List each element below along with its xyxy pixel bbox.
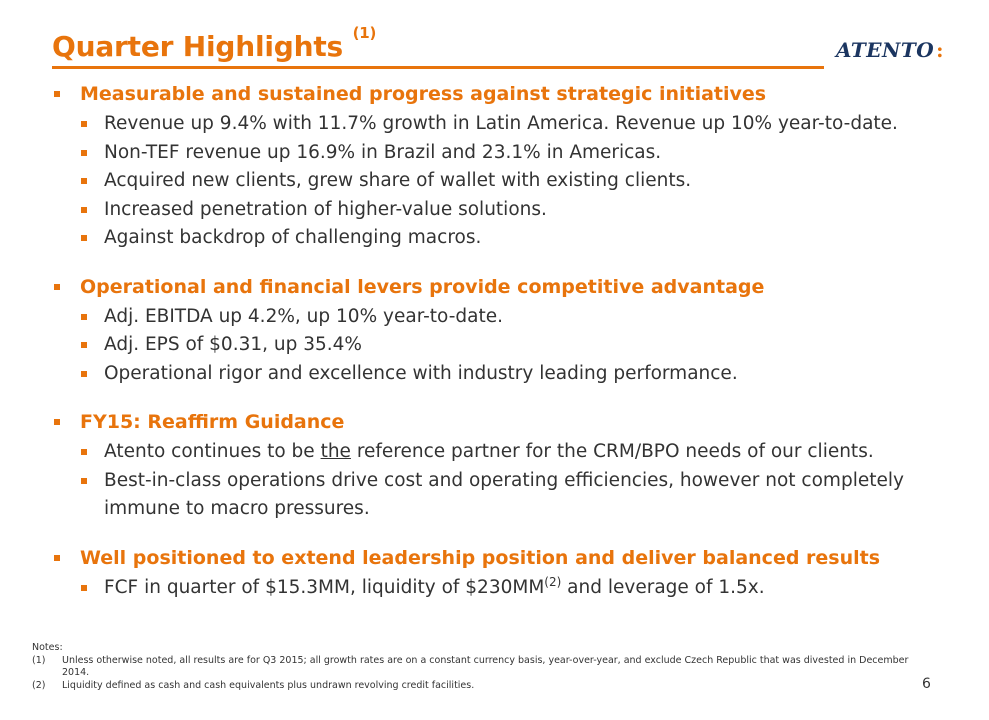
notes-label: Notes: bbox=[32, 642, 63, 653]
highlights-content: Measurable and sustained progress agains… bbox=[52, 80, 952, 622]
footnote-2: (2) Liquidity defined as cash and cash e… bbox=[32, 680, 912, 693]
section-heading-text: Operational and financial levers provide… bbox=[80, 275, 765, 298]
section-heading-text: FY15: Reaffirm Guidance bbox=[80, 411, 345, 433]
square-bullet-icon bbox=[54, 554, 60, 561]
list-item-text: Adj. EBITDA up 4.2%, up 10% year-to-date… bbox=[104, 305, 503, 327]
bullet-list: FCF in quarter of $15.3MM, liquidity of … bbox=[52, 574, 952, 603]
square-bullet-icon bbox=[81, 370, 87, 377]
list-item-text: and leverage of 1.5x. bbox=[561, 576, 765, 598]
square-bullet-icon bbox=[54, 283, 60, 290]
page-title-text: Quarter Highlights bbox=[52, 30, 344, 63]
square-bullet-icon bbox=[81, 235, 87, 241]
footnote-number: (1) bbox=[32, 654, 46, 666]
atento-logo: ATENTO: bbox=[836, 38, 944, 62]
square-bullet-icon bbox=[81, 477, 87, 484]
list-item: Operational rigor and excellence with in… bbox=[52, 360, 952, 389]
list-item: Acquired new clients, grew share of wall… bbox=[52, 167, 952, 196]
footnote-text: Liquidity defined as cash and cash equiv… bbox=[62, 679, 475, 691]
list-item: Adj. EPS of $0.31, up 35.4% bbox=[52, 331, 952, 360]
list-item-text: Adj. EPS of $0.31, up 35.4% bbox=[104, 334, 362, 355]
title-footnote-ref: (1) bbox=[352, 24, 377, 42]
footnote-ref: (2) bbox=[544, 574, 562, 589]
square-bullet-icon bbox=[81, 584, 87, 591]
section-heading-text: Well positioned to extend leadership pos… bbox=[80, 546, 881, 569]
bullet-list: Revenue up 9.4% with 11.7% growth in Lat… bbox=[52, 110, 952, 253]
footnote-text: Unless otherwise noted, all results are … bbox=[62, 654, 909, 679]
list-item: Atento continues to be the reference par… bbox=[52, 438, 952, 467]
list-item-text: Revenue up 9.4% with 11.7% growth in Lat… bbox=[104, 113, 898, 134]
square-bullet-icon bbox=[54, 419, 60, 425]
section-heading: Measurable and sustained progress agains… bbox=[52, 80, 952, 108]
list-item: Revenue up 9.4% with 11.7% growth in Lat… bbox=[52, 110, 952, 139]
section-heading: Operational and financial levers provide… bbox=[52, 273, 952, 301]
list-item-text: Against backdrop of challenging macros. bbox=[104, 227, 482, 248]
section-leadership: Well positioned to extend leadership pos… bbox=[52, 544, 952, 603]
section-competitive-advantage: Operational and financial levers provide… bbox=[52, 273, 952, 389]
list-item-text: Increased penetration of higher-value so… bbox=[104, 198, 547, 220]
list-item-text: Best-in-class operations drive cost and … bbox=[104, 469, 904, 520]
section-heading: FY15: Reaffirm Guidance bbox=[52, 408, 952, 436]
square-bullet-icon bbox=[81, 178, 87, 184]
logo-colon: : bbox=[936, 38, 945, 62]
square-bullet-icon bbox=[81, 149, 87, 156]
square-bullet-icon bbox=[81, 206, 87, 213]
page-title: Quarter Highlights (1) bbox=[52, 26, 376, 64]
list-item: Best-in-class operations drive cost and … bbox=[52, 467, 952, 524]
list-item-text: FCF in quarter of $15.3MM, liquidity of … bbox=[104, 576, 545, 598]
page-number: 6 bbox=[922, 676, 931, 692]
list-item: Increased penetration of higher-value so… bbox=[52, 196, 952, 225]
list-item-text: Operational rigor and excellence with in… bbox=[104, 362, 738, 384]
list-item-text: Non-TEF revenue up 16.9% in Brazil and 2… bbox=[104, 141, 662, 163]
list-item: FCF in quarter of $15.3MM, liquidity of … bbox=[52, 574, 952, 603]
list-item: Against backdrop of challenging macros. bbox=[52, 224, 952, 253]
footnote-number: (2) bbox=[32, 679, 46, 691]
list-item: Non-TEF revenue up 16.9% in Brazil and 2… bbox=[52, 139, 952, 168]
square-bullet-icon bbox=[81, 342, 87, 348]
square-bullet-icon bbox=[81, 121, 87, 127]
bullet-list: Atento continues to be the reference par… bbox=[52, 438, 952, 524]
section-heading: Well positioned to extend leadership pos… bbox=[52, 544, 952, 572]
section-strategic-progress: Measurable and sustained progress agains… bbox=[52, 80, 952, 253]
list-item: Adj. EBITDA up 4.2%, up 10% year-to-date… bbox=[52, 303, 952, 332]
list-item-text: Atento continues to be bbox=[104, 441, 321, 462]
title-underline bbox=[52, 66, 824, 69]
logo-text: ATENTO bbox=[836, 38, 935, 62]
underlined-emphasis: the bbox=[320, 441, 351, 462]
square-bullet-icon bbox=[81, 313, 87, 320]
square-bullet-icon bbox=[54, 91, 60, 97]
footnotes: Notes: (1) Unless otherwise noted, all r… bbox=[32, 642, 912, 692]
list-item-text: reference partner for the CRM/BPO needs … bbox=[350, 441, 874, 462]
section-guidance: FY15: Reaffirm Guidance Atento continues… bbox=[52, 408, 952, 524]
footnote-1: (1) Unless otherwise noted, all results … bbox=[32, 655, 912, 680]
square-bullet-icon bbox=[81, 449, 87, 455]
list-item-text: Acquired new clients, grew share of wall… bbox=[104, 170, 692, 191]
section-heading-text: Measurable and sustained progress agains… bbox=[80, 83, 767, 105]
bullet-list: Adj. EBITDA up 4.2%, up 10% year-to-date… bbox=[52, 303, 952, 389]
